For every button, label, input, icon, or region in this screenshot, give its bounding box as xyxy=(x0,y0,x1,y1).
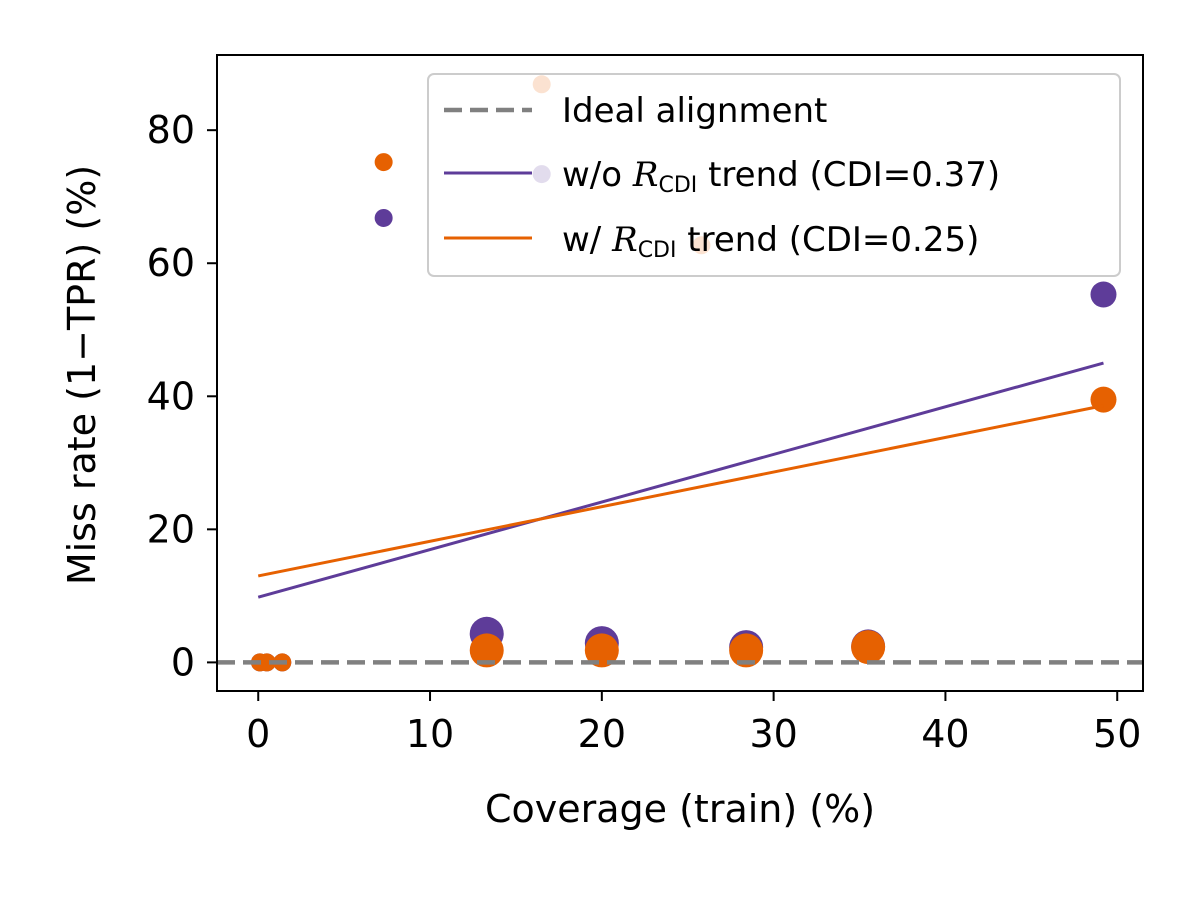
legend-without-symbol: R xyxy=(632,155,659,195)
point-with-6 xyxy=(584,633,619,668)
trend-line-with xyxy=(257,404,1104,578)
y-tick-label-80: 80 xyxy=(147,108,195,152)
point-with-8 xyxy=(729,633,764,668)
legend-ideal-label: Ideal alignment xyxy=(562,91,827,131)
y-tick-label-40: 40 xyxy=(147,374,195,418)
legend-without-label: w/o RCDI trend (CDI=0.37) xyxy=(562,155,1000,198)
y-tick-label-20: 20 xyxy=(147,507,195,551)
legend-without-subscript: CDI xyxy=(658,173,697,198)
legend-without-prefix: w/o xyxy=(562,155,633,195)
point-without-9 xyxy=(1090,281,1117,308)
x-tick-label-30: 30 xyxy=(749,712,797,756)
legend-with-suffix: trend (CDI=0.25) xyxy=(676,220,979,260)
legend-with-prefix: w/ xyxy=(562,220,612,260)
legend-frame xyxy=(427,73,1121,277)
point-with-3 xyxy=(374,153,393,172)
x-tick-label-50: 50 xyxy=(1093,712,1141,756)
point-with-1 xyxy=(257,653,276,672)
point-with-4 xyxy=(469,633,504,668)
x-tick-label-20: 20 xyxy=(578,712,626,756)
y-tick-label-60: 60 xyxy=(147,241,195,285)
trend-line-without xyxy=(257,361,1104,599)
legend-with-symbol: R xyxy=(611,220,638,260)
axes: 0 10 20 30 40 50 0 20 40 60 80 xyxy=(147,54,1144,756)
legend: Ideal alignment w/o RCDI trend (CDI=0.37… xyxy=(427,73,1121,277)
legend-with-label: w/ RCDI trend (CDI=0.25) xyxy=(562,220,979,263)
point-with-9 xyxy=(851,630,886,665)
axes-frame xyxy=(216,54,1144,692)
x-tick-label-0: 0 xyxy=(246,712,270,756)
point-without-3 xyxy=(374,208,393,227)
x-axis-label: Coverage (train) (%) xyxy=(485,787,875,831)
legend-with-subscript: CDI xyxy=(638,238,677,263)
x-tick-label-10: 10 xyxy=(406,712,454,756)
y-axis-label: Miss rate (1−TPR) (%) xyxy=(60,165,104,585)
legend-without-suffix: trend (CDI=0.37) xyxy=(697,155,1000,195)
y-tick-label-0: 0 xyxy=(171,640,195,684)
x-tick-label-40: 40 xyxy=(921,712,969,756)
